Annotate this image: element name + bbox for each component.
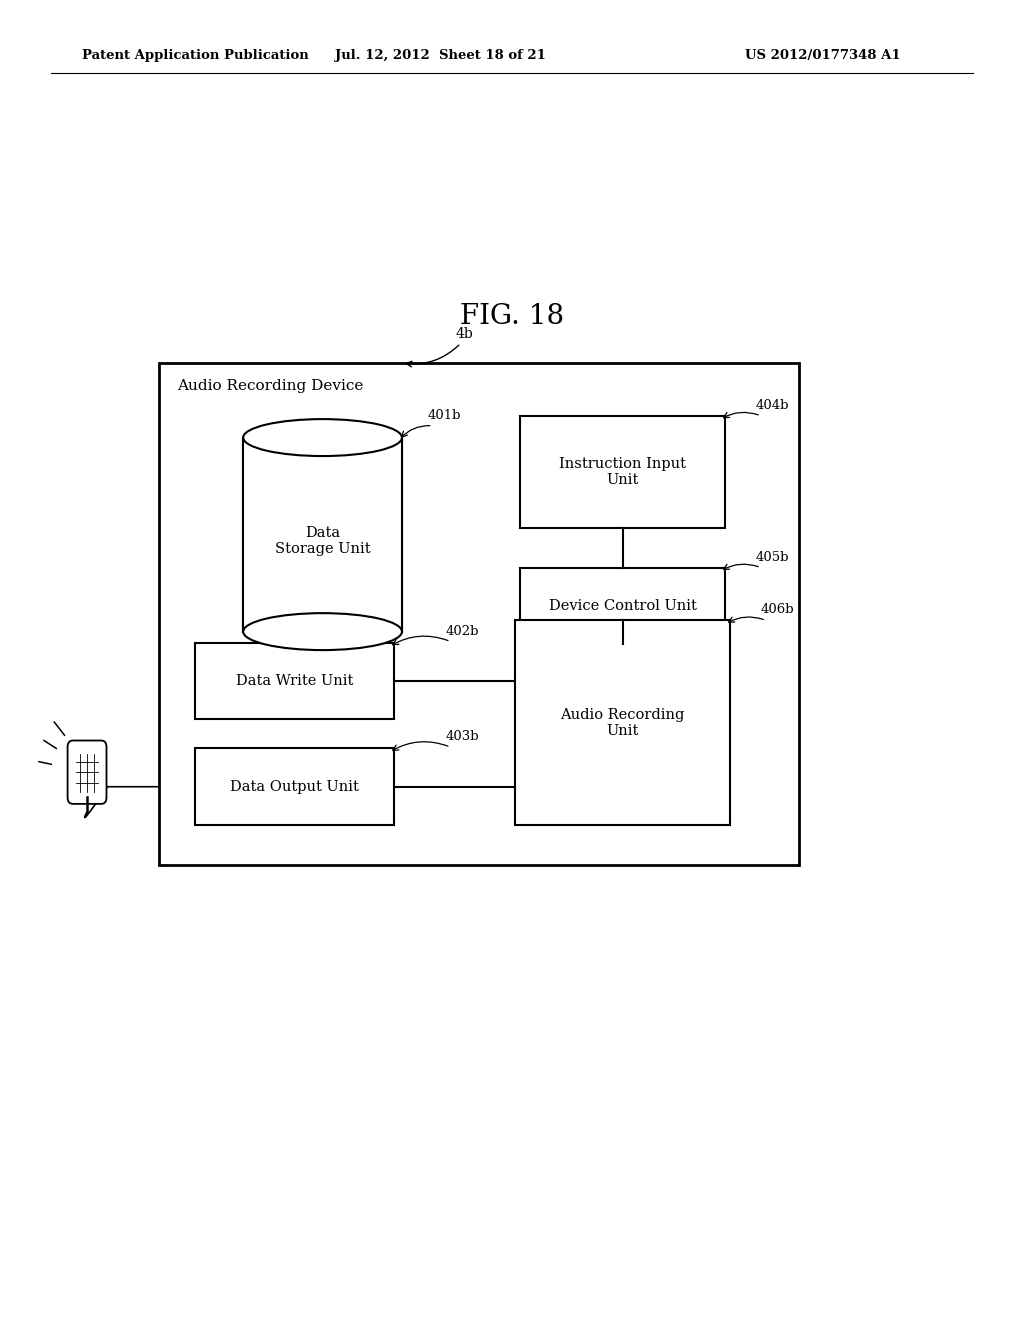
- Bar: [515, 620, 730, 825]
- Text: US 2012/0177348 A1: US 2012/0177348 A1: [745, 49, 901, 62]
- Bar: [195, 643, 394, 719]
- Text: Patent Application Publication: Patent Application Publication: [82, 49, 308, 62]
- Text: 405b: 405b: [756, 550, 790, 564]
- Ellipse shape: [244, 612, 401, 651]
- Text: 404b: 404b: [756, 399, 790, 412]
- Bar: [195, 748, 394, 825]
- Text: Instruction Input
Unit: Instruction Input Unit: [559, 457, 686, 487]
- Text: 406b: 406b: [761, 603, 795, 616]
- Text: Jul. 12, 2012  Sheet 18 of 21: Jul. 12, 2012 Sheet 18 of 21: [335, 49, 546, 62]
- Text: Data Output Unit: Data Output Unit: [230, 780, 358, 793]
- Bar: [520, 416, 725, 528]
- Text: 401b: 401b: [428, 409, 461, 422]
- Text: Audio Recording
Unit: Audio Recording Unit: [560, 708, 685, 738]
- Text: 403b: 403b: [445, 730, 479, 743]
- Bar: [159, 363, 799, 865]
- Bar: [244, 437, 401, 632]
- Text: FIG. 18: FIG. 18: [460, 304, 564, 330]
- Text: Data Write Unit: Data Write Unit: [236, 675, 353, 688]
- Text: Device Control Unit: Device Control Unit: [549, 599, 696, 612]
- Text: 4b: 4b: [456, 326, 473, 341]
- Text: 402b: 402b: [445, 624, 479, 638]
- Text: Audio Recording Device: Audio Recording Device: [177, 379, 364, 393]
- Text: Data
Storage Unit: Data Storage Unit: [274, 527, 371, 556]
- Bar: [520, 568, 725, 644]
- FancyBboxPatch shape: [68, 741, 106, 804]
- Ellipse shape: [244, 420, 401, 457]
- Ellipse shape: [244, 420, 401, 457]
